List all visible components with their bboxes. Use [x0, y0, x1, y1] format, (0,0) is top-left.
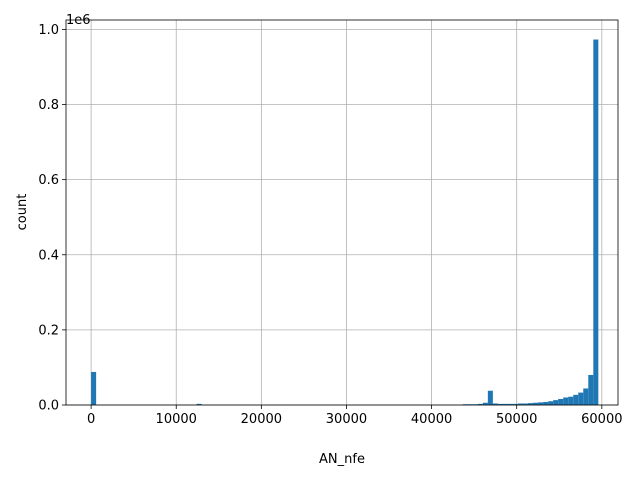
histogram-bar — [533, 402, 539, 405]
y-tick-label: 0.4 — [38, 248, 59, 263]
histogram-bar — [196, 403, 202, 405]
grid-lines — [66, 20, 618, 406]
histogram-bar — [497, 403, 503, 405]
x-axis-label: AN_nfe — [319, 452, 365, 467]
x-tick-label: 40000 — [411, 412, 452, 427]
histogram-bar — [482, 402, 488, 405]
x-tick-label: 30000 — [326, 412, 367, 427]
histogram-bar — [563, 397, 569, 405]
x-axis-ticks: 0 10000 20000 30000 40000 50000 60000 — [87, 405, 623, 427]
histogram-bar — [543, 401, 549, 405]
histogram-bar — [568, 396, 574, 405]
histogram-bar — [538, 402, 544, 405]
histogram-bar — [487, 390, 493, 405]
x-tick-label: 0 — [87, 412, 95, 427]
y-axis-ticks: 0.0 0.2 0.4 0.6 0.8 1.0 — [38, 23, 66, 414]
histogram-bar — [502, 403, 508, 405]
histogram-bar — [593, 39, 599, 405]
histogram-bar — [492, 403, 498, 405]
histogram-bar — [477, 403, 483, 405]
x-tick-label: 20000 — [241, 412, 282, 427]
y-offset-label: 1e6 — [66, 13, 91, 28]
histogram-bar — [573, 394, 579, 405]
x-tick-label: 60000 — [581, 412, 622, 427]
histogram-bars — [91, 39, 599, 405]
histogram-bar — [91, 371, 97, 405]
x-tick-label: 10000 — [156, 412, 197, 427]
y-tick-label: 0.0 — [38, 399, 59, 414]
histogram-bar — [548, 401, 554, 405]
histogram-bar — [528, 403, 534, 405]
plot-frame — [65, 19, 619, 406]
histogram-bar — [583, 388, 589, 405]
histogram-bar — [588, 374, 594, 405]
histogram-bar — [517, 403, 524, 405]
histogram-bar — [512, 403, 518, 405]
histogram-bar — [558, 398, 564, 405]
y-axis-label: count — [15, 194, 30, 231]
y-tick-label: 0.6 — [38, 173, 59, 188]
histogram-bar — [507, 403, 513, 405]
y-tick-label: 1.0 — [38, 23, 59, 38]
histogram-bar — [578, 392, 584, 405]
histogram-bar — [523, 403, 529, 405]
y-tick-label: 0.8 — [38, 98, 59, 113]
x-tick-label: 50000 — [496, 412, 537, 427]
y-tick-label: 0.2 — [38, 323, 59, 338]
histogram-bar — [553, 400, 559, 405]
